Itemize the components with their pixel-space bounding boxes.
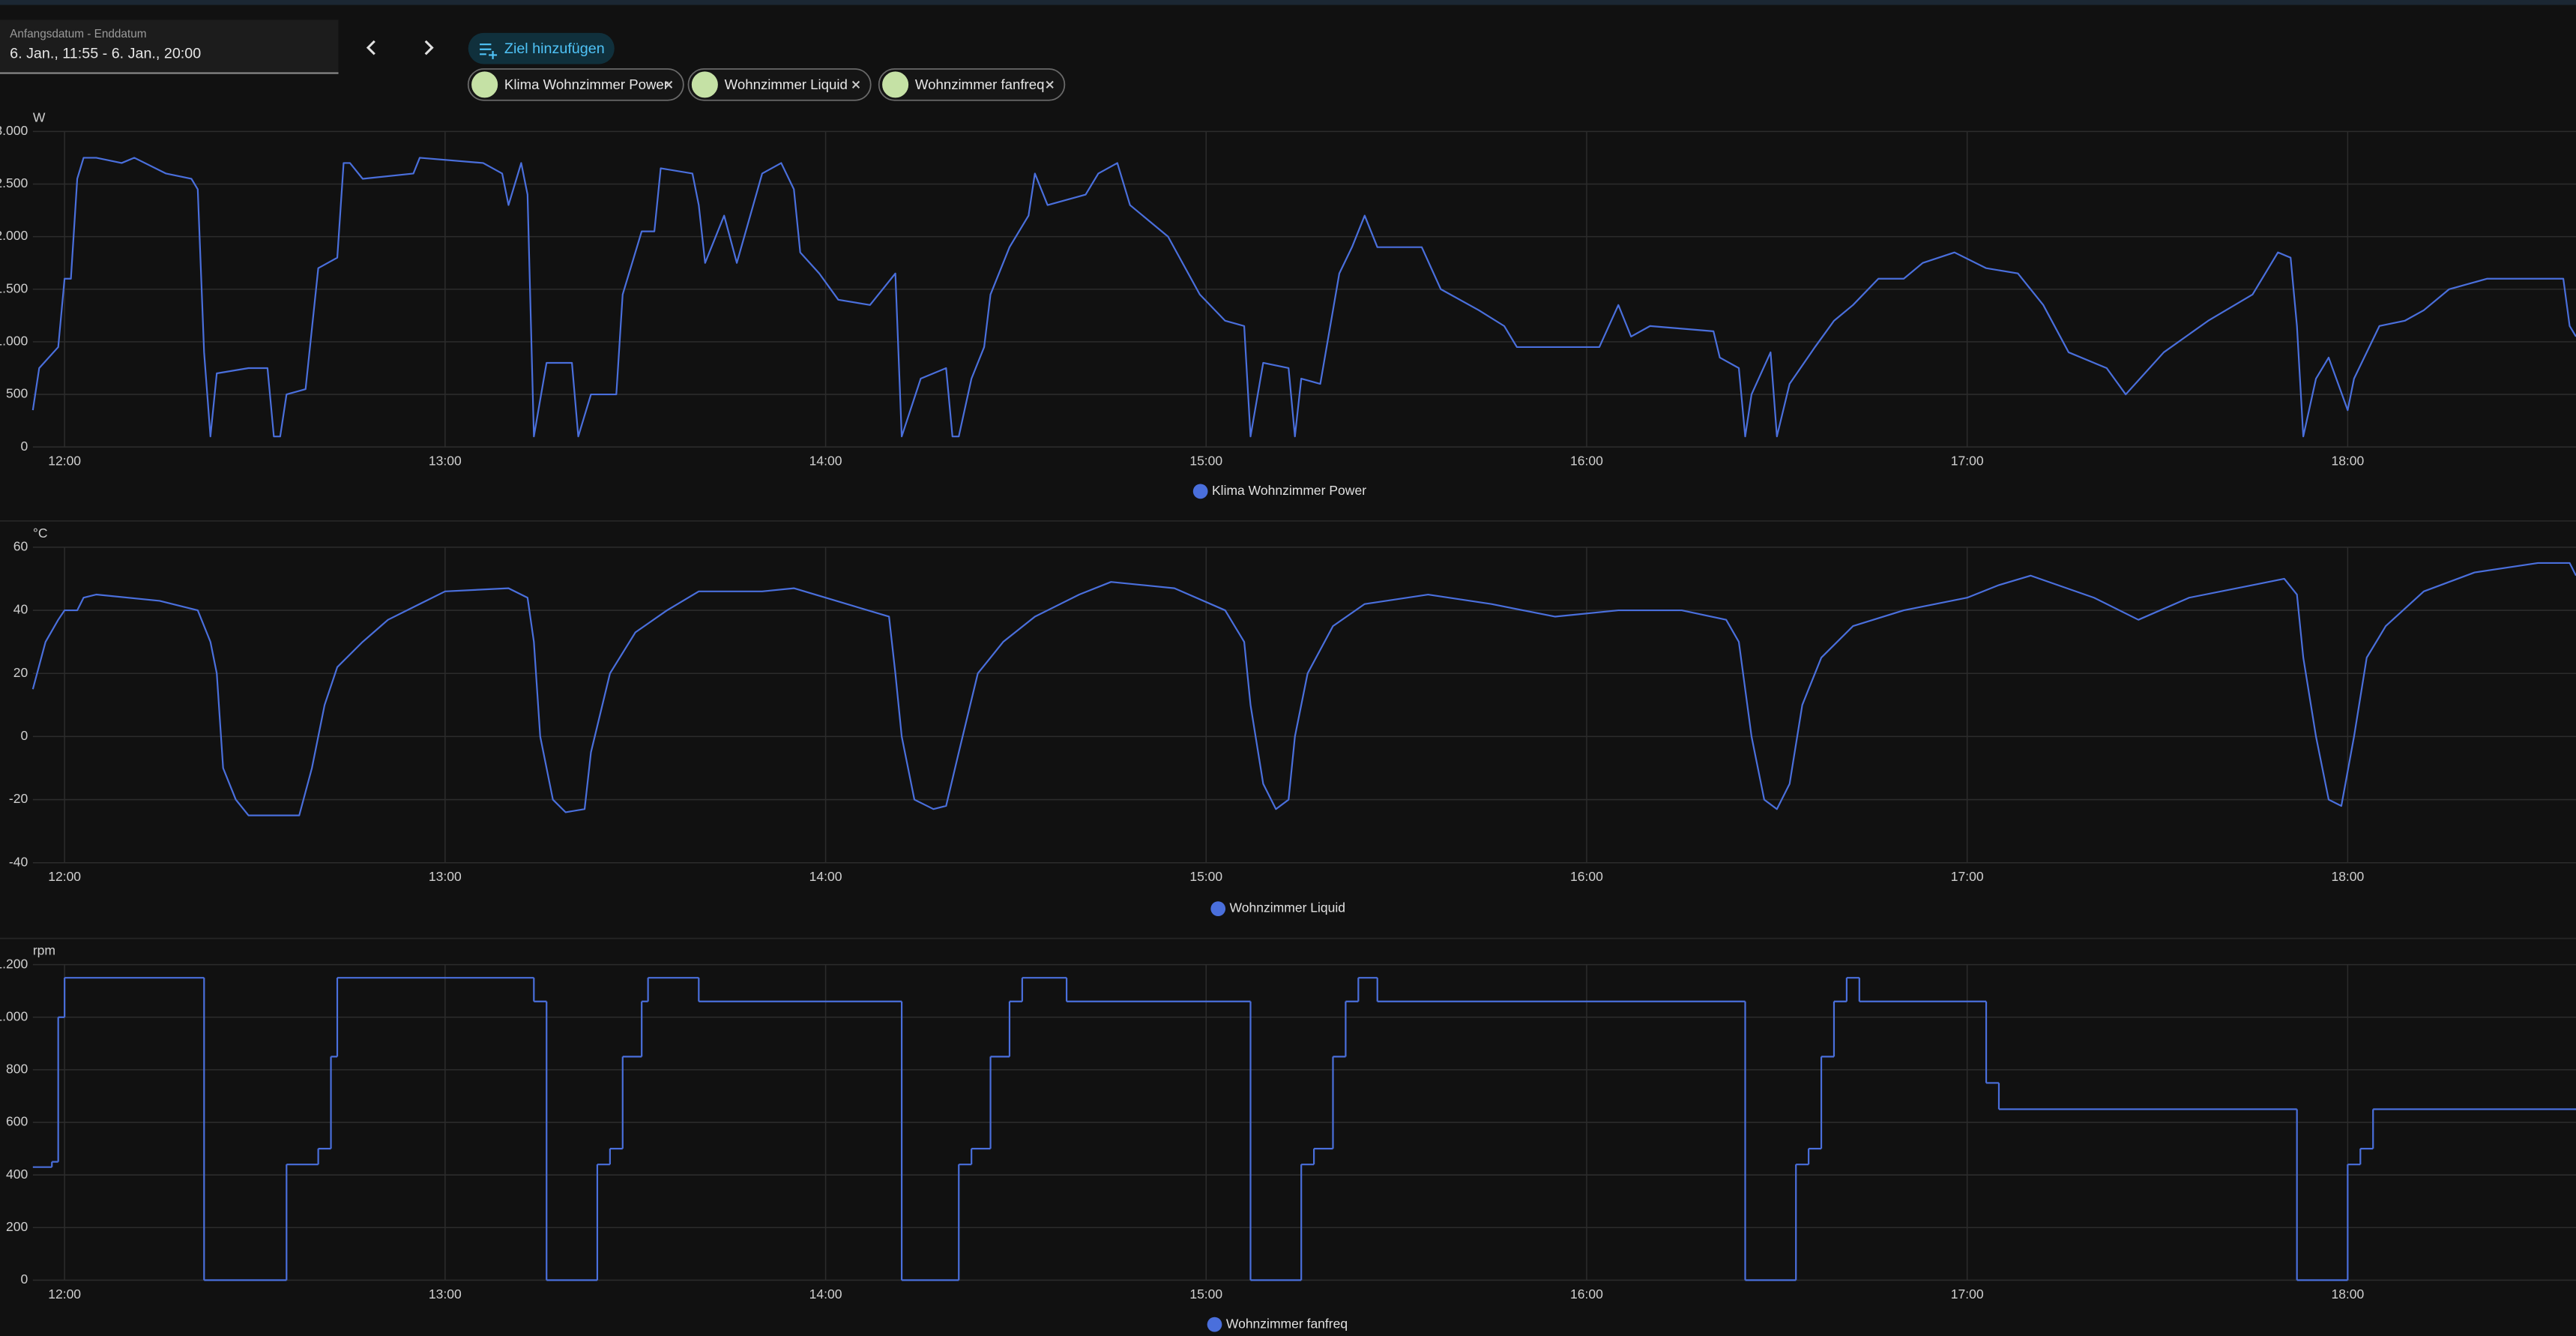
date-underline: [0, 72, 339, 74]
x-tick-label: 16:00: [1570, 869, 1603, 884]
x-tick-label: 15:00: [1189, 454, 1222, 469]
y-tick-label: 3.000: [0, 123, 28, 138]
x-tick-label: 17:00: [1951, 1287, 1984, 1302]
y-tick-label: 0: [21, 728, 28, 743]
y-tick-label: 1.000: [0, 1008, 28, 1023]
target-chip[interactable]: Wohnzimmer fanfreq: [878, 68, 1066, 101]
y-unit: rpm: [33, 943, 55, 958]
chip-label: Klima Wohnzimmer Power: [504, 76, 669, 92]
x-tick-label: 15:00: [1189, 1287, 1222, 1302]
chips: Klima Wohnzimmer Power Wohnzimmer Liquid W…: [467, 68, 1066, 101]
y-tick-label: 800: [6, 1062, 28, 1077]
x-tick-label: 17:00: [1951, 454, 1984, 469]
series-line: [31, 157, 2576, 438]
chip-remove[interactable]: [851, 80, 860, 88]
chart: W 0 500 1.000 1.500 2.000 2.500 3.000 12:00 13:00…: [0, 109, 2576, 522]
y-tick-label: 500: [6, 386, 28, 401]
chip-bg[interactable]: [467, 68, 684, 101]
series-line: [31, 562, 2576, 816]
target-chip[interactable]: Wohnzimmer Liquid: [687, 68, 872, 101]
chip-label: Wohnzimmer Liquid: [725, 76, 848, 92]
chip-label: Wohnzimmer fanfreq: [915, 76, 1045, 92]
x-tick-label: 12:00: [48, 869, 81, 884]
add-target-button[interactable]: Ziel hinzufügen: [468, 32, 615, 64]
chip-icon: [691, 71, 718, 98]
x-tick-label: 13:00: [429, 1287, 462, 1302]
y-tick-label: 1.500: [0, 280, 28, 295]
x-tick-label: 12:00: [48, 1287, 81, 1302]
chip-icon: [471, 71, 498, 98]
y-tick-label: -40: [9, 854, 28, 869]
x-tick-label: 14:00: [809, 1287, 842, 1302]
top-bar: [0, 0, 2576, 5]
y-tick-label: 0: [21, 439, 28, 454]
chart: °C -40 -20 0 20 40 60 12:00 13:00 14:00 15:00 16:00…: [0, 526, 2576, 939]
y-tick-label: 600: [6, 1114, 28, 1129]
next-button[interactable]: [424, 40, 434, 55]
y-unit: W: [33, 109, 46, 124]
legend-label[interactable]: Wohnzimmer fanfreq: [1226, 1316, 1348, 1331]
x-tick-label: 16:00: [1570, 1287, 1603, 1302]
chip-remove[interactable]: [665, 80, 673, 88]
y-tick-label: 60: [13, 539, 28, 554]
x-tick-label: 14:00: [809, 869, 842, 884]
chip-bg[interactable]: [687, 68, 872, 101]
date-range: 6. Jan., 11:55 - 6. Jan., 20:00: [10, 46, 201, 62]
date-label: Anfangsdatum - Enddatum: [10, 28, 146, 40]
prev-button[interactable]: [366, 40, 375, 55]
x-tick-label: 12:00: [48, 454, 81, 469]
x-tick-label: 14:00: [809, 454, 842, 469]
x-tick-label: 18:00: [2331, 869, 2364, 884]
button-label: Ziel hinzufügen: [504, 40, 605, 57]
y-tick-label: 20: [13, 665, 28, 680]
x-tick-label: 18:00: [2331, 454, 2364, 469]
y-tick-label: 2.000: [0, 228, 28, 243]
x-tick-label: 17:00: [1951, 869, 1984, 884]
y-tick-label: 2.500: [0, 175, 28, 190]
y-tick-label: 200: [6, 1219, 28, 1234]
date-box[interactable]: [0, 19, 339, 74]
x-tick-label: 13:00: [429, 869, 462, 884]
y-tick-label: 1.000: [0, 334, 28, 349]
y-tick-label: 0: [21, 1272, 28, 1287]
legend-swatch[interactable]: [1210, 901, 1226, 916]
legend-swatch[interactable]: [1192, 484, 1208, 499]
chart: rpm 0 200 400 600 800 1.000 1.200 12:00 13:00 14:0…: [0, 943, 2576, 1332]
legend-label[interactable]: Klima Wohnzimmer Power: [1212, 483, 1366, 498]
button-bg[interactable]: [468, 32, 615, 64]
add-icon: [480, 43, 498, 59]
x-tick-label: 13:00: [429, 454, 462, 469]
legend-label[interactable]: Wohnzimmer Liquid: [1230, 900, 1345, 915]
legend-swatch[interactable]: [1207, 1317, 1222, 1332]
date-picker[interactable]: Anfangsdatum - Enddatum 6. Jan., 11:55 -…: [0, 19, 339, 74]
x-tick-label: 18:00: [2331, 1287, 2364, 1302]
y-tick-label: -20: [9, 791, 28, 806]
chip-icon: [882, 71, 909, 98]
x-tick-label: 16:00: [1570, 454, 1603, 469]
y-tick-label: 40: [13, 602, 28, 617]
chip-bg[interactable]: [878, 68, 1066, 101]
x-tick-label: 15:00: [1189, 869, 1222, 884]
y-unit: °C: [33, 526, 48, 541]
y-tick-label: 400: [6, 1167, 28, 1182]
chip-remove[interactable]: [1046, 80, 1054, 88]
target-chip[interactable]: Klima Wohnzimmer Power: [467, 68, 684, 101]
y-tick-label: 1.200: [0, 956, 28, 971]
